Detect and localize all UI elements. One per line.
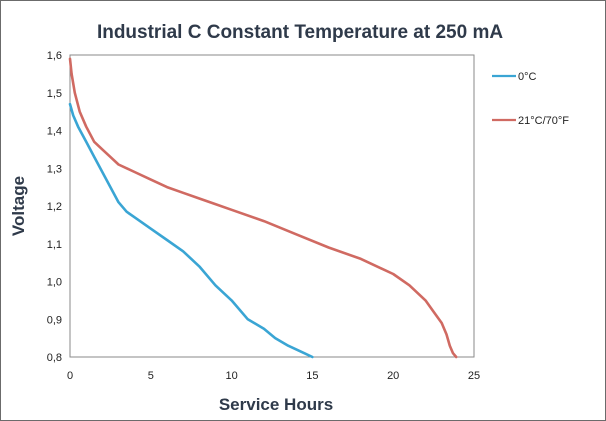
x-tick-label: 20	[387, 370, 399, 382]
y-tick-label: 1,5	[47, 88, 62, 100]
y-axis-title: Voltage	[9, 176, 28, 236]
y-tick-label: 1,4	[47, 126, 62, 138]
y-tick-label: 1,6	[47, 50, 62, 62]
x-tick-label: 0	[67, 370, 73, 382]
series-layer	[68, 57, 458, 359]
axes	[69, 54, 475, 358]
y-tick-label: 1,3	[47, 163, 62, 175]
x-axis-title: Service Hours	[219, 395, 333, 414]
y-tick-label: 1,2	[47, 201, 62, 213]
plot-area	[69, 54, 475, 358]
legend-label-1: 21°C/70°F	[518, 115, 569, 127]
series-line-0	[68, 102, 314, 359]
y-tick-label: 0,8	[47, 352, 62, 364]
x-tick-label: 15	[306, 370, 318, 382]
y-tick-label: 1,0	[47, 277, 62, 289]
tick-labels: 0 5 10 15 20 25 0,8 0,9 1,0 1,1 1,2 1,3 1,4 1,5 1,6	[47, 50, 480, 382]
y-tick-label: 1,1	[47, 239, 62, 251]
x-tick-label: 5	[148, 370, 154, 382]
series-line-1	[68, 57, 458, 359]
x-tick-label: 10	[225, 370, 237, 382]
legend: 0°C 21°C/70°F	[492, 71, 569, 127]
legend-label-0: 0°C	[518, 71, 537, 83]
y-tick-label: 0,9	[47, 314, 62, 326]
x-tick-label: 25	[468, 370, 480, 382]
chart-title: Industrial C Constant Temperature at 250…	[97, 22, 503, 43]
